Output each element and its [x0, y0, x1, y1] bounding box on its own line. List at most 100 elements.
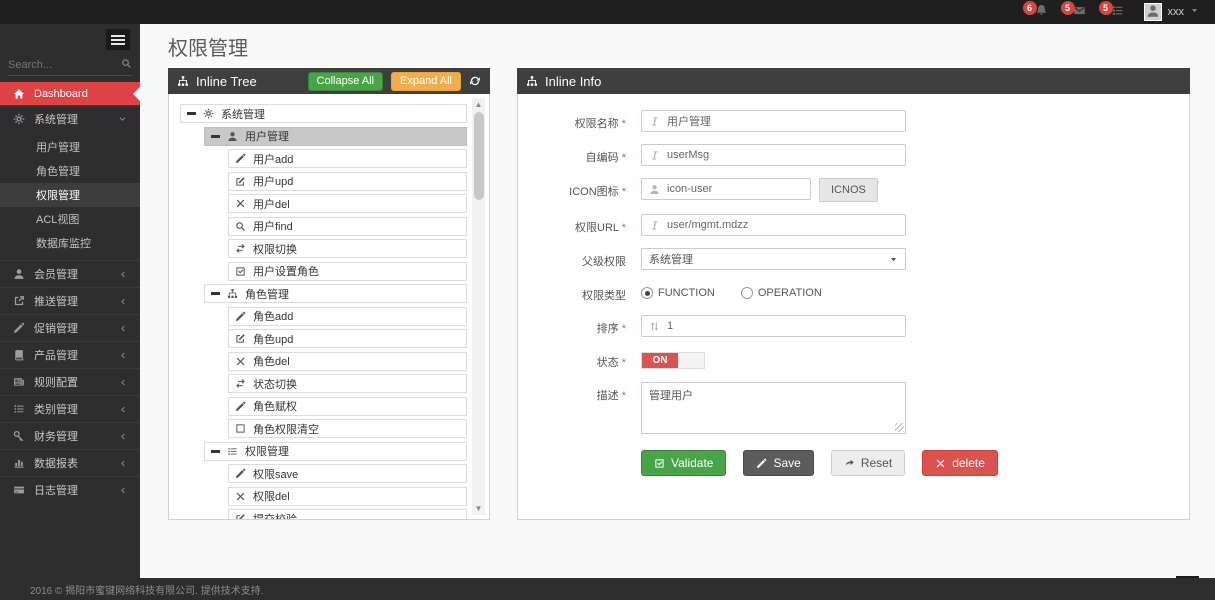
scrollbar-up-arrow[interactable]: ▲	[474, 100, 483, 109]
permission-url-field[interactable]: user/mgmt.mdzz	[641, 214, 906, 236]
form-control: userMsg	[641, 144, 906, 166]
scrollbar-thumb[interactable]	[473, 112, 484, 200]
sidebar-subitem-permission-mgmt[interactable]: 权限管理	[0, 183, 140, 207]
main-content: 权限管理 Inline Tree Collapse All Expand All…	[140, 24, 1215, 578]
page-title: 权限管理	[168, 38, 248, 60]
user-menu[interactable]: xxx	[1143, 3, 1200, 21]
self-code-field[interactable]: userMsg	[641, 144, 906, 166]
sidebar-item-rule-config[interactable]: 规则配置	[0, 368, 140, 395]
required-asterisk: *	[618, 222, 626, 234]
chevron-down-icon	[118, 115, 130, 124]
tree-row[interactable]: 权限del	[228, 486, 467, 506]
sidebar-item-label: 规则配置	[34, 377, 78, 389]
sidebar-subitem-role-mgmt[interactable]: 角色管理	[36, 166, 80, 178]
sidebar-subitem-db-monitor[interactable]: 数据库监控	[36, 238, 91, 250]
collapse-toggle-icon[interactable]	[211, 449, 220, 453]
search-input[interactable]	[8, 58, 108, 71]
notification-badge: 5	[1098, 0, 1113, 15]
collapse-all-button[interactable]: Collapse All	[307, 71, 384, 91]
tree-row[interactable]: 用户add	[228, 149, 467, 168]
search-icon[interactable]	[121, 58, 132, 72]
button-label: delete	[952, 456, 985, 470]
tree-row[interactable]: 权限save	[228, 464, 467, 483]
tree-row[interactable]: 状态切换	[228, 374, 467, 393]
sidebar-item-push-mgmt[interactable]: 推送管理	[0, 287, 140, 314]
sidebar-item-finance-mgmt[interactable]: 财务管理	[0, 422, 140, 449]
form-label: 自编码 *	[585, 152, 626, 164]
sidebar-subitem-acl-view[interactable]: ACL视图	[36, 214, 80, 226]
expand-all-button[interactable]: Expand All	[391, 71, 461, 91]
notification-item[interactable]: 5	[1060, 0, 1086, 20]
tree-row-label: 用户设置角色	[253, 266, 319, 278]
tree-row[interactable]: 用户管理	[204, 126, 467, 146]
tree-row[interactable]: 角色del	[228, 351, 467, 371]
form-label: 描述 *	[596, 390, 626, 402]
sidebar-item-log-mgmt[interactable]: 日志管理	[0, 476, 140, 503]
sidebar-item-label: 数据报表	[34, 458, 78, 470]
tree-row[interactable]: 用户设置角色	[228, 261, 467, 281]
status-toggle[interactable]: ON	[641, 352, 705, 369]
tree-row[interactable]: 角色管理	[204, 284, 467, 303]
notification-item[interactable]: 6	[1022, 0, 1048, 20]
sitemap-icon	[227, 288, 238, 299]
permission-name-field[interactable]: 用户管理	[641, 110, 906, 132]
sidebar-item-category-mgmt[interactable]: 类别管理	[0, 395, 140, 422]
tree-row[interactable]: 用户upd	[228, 171, 467, 191]
validate-button[interactable]: Validate	[641, 450, 727, 476]
form-row: 父级权限 系统管理	[518, 248, 1189, 270]
collapse-toggle-icon[interactable]	[211, 134, 220, 138]
tree-row[interactable]: 权限管理	[204, 441, 467, 461]
inline-tree-header: Inline Tree Collapse All Expand All	[168, 68, 490, 94]
sidebar-item-promo-mgmt[interactable]: 促销管理	[0, 314, 140, 341]
sort-order-field[interactable]: 1	[641, 315, 906, 337]
sidebar-subitem-user-mgmt[interactable]: 用户管理	[36, 142, 80, 154]
sidebar-item-member-mgmt[interactable]: 会员管理	[0, 260, 140, 287]
tree-row[interactable]: 系统管理	[180, 104, 467, 123]
user-icon	[1146, 4, 1160, 20]
icnos-button[interactable]: ICNOS	[819, 178, 878, 202]
reset-button[interactable]: Reset	[830, 450, 906, 476]
square-icon	[235, 423, 246, 434]
tree-row[interactable]: 角色add	[228, 306, 467, 326]
refresh-icon	[469, 75, 481, 87]
collapse-toggle-icon[interactable]	[211, 292, 220, 295]
sidebar-item-system-mgmt[interactable]: 系统管理	[0, 105, 140, 132]
newspaper-icon	[13, 376, 25, 388]
user-avatar	[1143, 3, 1162, 21]
parent-permission-select[interactable]: 系统管理	[641, 248, 906, 270]
tree-row-label: 权限del	[253, 491, 290, 503]
icon-field[interactable]: icon-user	[641, 178, 811, 200]
save-button[interactable]: Save	[743, 450, 814, 476]
tree-row[interactable]: 角色赋权	[228, 396, 467, 416]
resize-grip[interactable]	[895, 423, 904, 432]
tree-row[interactable]: 角色权限清空	[228, 419, 467, 438]
scrollbar-down-arrow[interactable]: ▼	[474, 504, 483, 513]
user-icon	[227, 131, 238, 142]
delete-button[interactable]: delete	[922, 450, 998, 476]
sitemap-icon	[526, 75, 538, 87]
notification-item[interactable]: 5	[1098, 0, 1124, 20]
form-row: ICON图标 * icon-user ICNOS	[518, 178, 1189, 202]
collapse-toggle-icon[interactable]	[187, 112, 196, 115]
tree-row[interactable]: 权限切换	[228, 239, 467, 258]
sidebar-collapse-button[interactable]	[106, 29, 130, 50]
sidebar-item-data-report[interactable]: 数据报表	[0, 449, 140, 476]
sidebar-item-dashboard[interactable]: Dashboard	[0, 82, 140, 105]
refresh-icon[interactable]	[469, 75, 481, 87]
description-textarea[interactable]: 管理用户	[641, 382, 906, 434]
tree-row-label: 用户upd	[253, 176, 294, 188]
pencil-icon	[235, 468, 246, 479]
inline-info-header: Inline Info	[517, 68, 1190, 94]
tree-scrollbar[interactable]: ▲ ▼	[472, 98, 485, 515]
radio-option[interactable]: FUNCTION	[641, 287, 715, 299]
tree-row[interactable]: 提交校验	[228, 509, 467, 519]
sidebar-item-product-mgmt[interactable]: 产品管理	[0, 341, 140, 368]
toggle-track	[678, 353, 704, 368]
tree-row[interactable]: 用户find	[228, 216, 467, 236]
radio-option[interactable]: OPERATION	[740, 287, 822, 299]
toggle-on-label: ON	[642, 353, 678, 368]
tree-row[interactable]: 角色upd	[228, 329, 467, 348]
bell-icon	[1035, 4, 1048, 20]
tree-row[interactable]: 用户del	[228, 194, 467, 213]
radio-dot-icon	[641, 287, 653, 299]
